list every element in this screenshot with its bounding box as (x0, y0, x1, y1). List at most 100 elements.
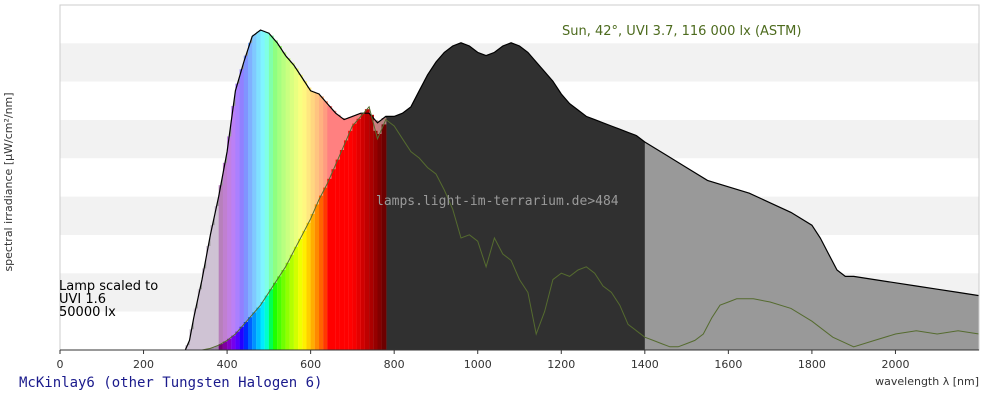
watermark-text: lamps.light-im-terrarium.de>484 (376, 194, 619, 209)
x-tick-label: 400 (217, 358, 238, 371)
sun-visible-band (285, 58, 291, 350)
sun-visible-band (302, 81, 308, 350)
lamp-visible-band (352, 123, 358, 350)
sun-visible-band (218, 185, 224, 350)
lamp-visible-band (264, 295, 270, 350)
sun-visible-band (289, 62, 295, 351)
annotation-line-1: Lamp scaled to (59, 279, 158, 294)
lamp-visible-band (235, 331, 241, 350)
x-axis-label: wavelength λ [nm] (875, 375, 979, 388)
sun-visible-band (252, 34, 257, 351)
x-tick-label: 800 (384, 358, 405, 371)
lamp-visible-band (310, 214, 316, 350)
sun-visible-band (260, 30, 266, 351)
sun-visible-band (293, 68, 299, 351)
annotation-line-3: 50000 lx (59, 305, 116, 320)
sun-infrared-area (385, 42, 645, 351)
sun-visible-band (185, 345, 191, 350)
lamp-visible-band (377, 134, 383, 350)
lamp-visible-band (268, 289, 274, 350)
grid-band (60, 5, 979, 44)
lamp-visible-band (381, 124, 387, 351)
sun-visible-band (264, 32, 270, 351)
x-tick-label: 200 (133, 358, 154, 371)
lamp-visible-band (356, 118, 362, 350)
lamp-visible-band (306, 222, 312, 350)
lamp-visible-band (344, 140, 349, 350)
chart-title: Sun, 42°, UVI 3.7, 116 000 lx (ASTM) (562, 24, 801, 39)
x-tick-label: 2000 (881, 358, 909, 371)
sun-visible-band (248, 42, 253, 351)
spectrum-fills (185, 30, 980, 351)
sun-visible-band (222, 162, 228, 350)
sun-visible-band (273, 40, 278, 351)
lamp-visible-band (248, 317, 253, 350)
x-tick-label: 0 (57, 358, 64, 371)
x-tick-label: 1200 (547, 358, 575, 371)
lamp-visible-band (260, 302, 266, 350)
x-ticks: 0 200 400 600 800 1000 1200 1400 1600 1800 2000 (57, 350, 909, 371)
lamp-visible-band (327, 178, 333, 350)
x-tick-label: 1000 (464, 358, 492, 371)
sun-visible-band (268, 35, 274, 350)
y-axis-label: spectral irradiance [µW/cm²/nm] (2, 92, 15, 271)
sun-visible-band (206, 246, 211, 350)
x-tick-label: 1400 (631, 358, 659, 371)
sun-visible-band (243, 55, 249, 350)
sun-visible-band (214, 206, 220, 350)
lamp-visible-band (273, 282, 278, 350)
x-tick-label: 600 (300, 358, 321, 371)
lamp-visible-band (360, 114, 366, 350)
lamp-visible-band (239, 326, 245, 350)
sun-visible-band (298, 74, 303, 351)
lamp-visible-band (210, 347, 216, 350)
sun-visible-band (231, 106, 237, 350)
sun-spectrum-line (184, 29, 980, 351)
spectrum-lines (184, 29, 980, 351)
sun-visible-band (306, 87, 312, 350)
lamp-visible-band (369, 114, 374, 350)
sun-visible-band (239, 69, 245, 350)
sun-visible-band (210, 225, 216, 350)
lamp-spectrum-line (185, 105, 980, 351)
sun-visible-band (235, 83, 241, 350)
lamp-visible-band (373, 130, 379, 350)
lamp-visible-band (331, 169, 337, 350)
lamp-visible-band (206, 348, 211, 350)
lamp-visible-band (289, 254, 295, 350)
lamp-visible-band (285, 262, 291, 350)
sun-visible-band (277, 46, 282, 350)
lamp-visible-band (314, 204, 320, 350)
lamp-visible-band (323, 187, 328, 350)
sun-visible-band (202, 268, 207, 350)
lamp-visible-band (222, 341, 228, 350)
lamp-visible-band (231, 335, 237, 350)
lamp-visible-band (277, 276, 282, 350)
lamp-visible-band (348, 130, 353, 350)
lamp-visible-band (218, 344, 224, 350)
sun-visible-band (193, 308, 199, 350)
x-tick-label: 1800 (798, 358, 826, 371)
sun-visible-band (189, 329, 195, 350)
sun-visible-band (256, 31, 262, 350)
lamp-visible-band (227, 338, 232, 350)
lamp-visible-band (256, 307, 262, 350)
lamp-visible-band (243, 322, 249, 350)
sun-visible-band (197, 289, 203, 350)
lamp-visible-band (214, 346, 220, 350)
sun-visible-band (281, 52, 287, 351)
lamp-visible-band (302, 230, 308, 350)
lamp-visible-band (293, 246, 299, 350)
lamp-visible-band (281, 270, 287, 350)
lamp-visible-band (319, 195, 324, 350)
lamp-visible-band (252, 312, 257, 350)
x-tick-label: 1600 (714, 358, 742, 371)
lamp-caption: McKinlay6 (other Tungsten Halogen 6) (19, 375, 323, 391)
lamp-visible-band (298, 238, 303, 350)
lamp-visible-band (364, 109, 370, 350)
lamp-visible-band (335, 159, 341, 350)
sun-visible-band (227, 136, 232, 350)
lamp-visible-band (339, 150, 345, 350)
annotation-line-2: UVI 1.6 (59, 292, 106, 307)
